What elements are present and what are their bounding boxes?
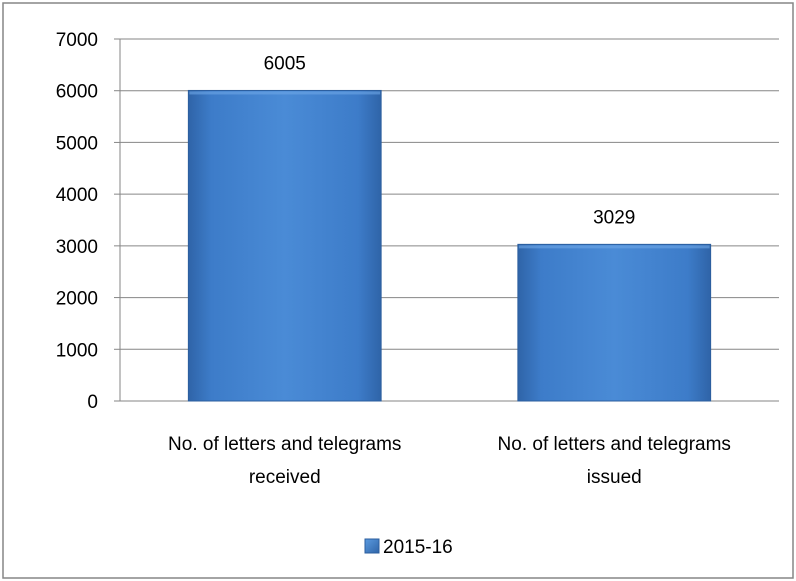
data-labels: 6005 3029 — [264, 53, 636, 228]
y-tick-label: 3000 — [56, 237, 98, 258]
y-tick-label: 5000 — [56, 133, 98, 154]
y-tick-label: 4000 — [56, 185, 98, 206]
bar — [187, 89, 382, 402]
y-axis-ticks: 0 1000 2000 3000 4000 5000 6000 7000 — [56, 30, 120, 413]
bars — [187, 89, 712, 402]
data-label: 3029 — [593, 207, 635, 228]
y-tick-label: 2000 — [56, 289, 98, 310]
bar — [517, 243, 712, 402]
y-tick-label: 7000 — [56, 30, 98, 51]
x-category-label: No. of letters and telegrams — [168, 434, 401, 455]
y-tick-label: 6000 — [56, 82, 98, 103]
x-axis-categories: No. of letters and telegrams received No. … — [168, 434, 731, 488]
x-category-label: received — [249, 467, 321, 488]
y-tick-label: 1000 — [56, 340, 98, 361]
legend-swatch — [364, 538, 380, 554]
bar-top-highlight — [189, 91, 381, 95]
data-label: 6005 — [264, 53, 306, 74]
x-category-label: issued — [587, 467, 642, 488]
bar-top-highlight — [518, 245, 710, 249]
legend: 2015-16 — [364, 537, 453, 558]
x-category-label: No. of letters and telegrams — [498, 434, 731, 455]
y-tick-label: 0 — [87, 392, 98, 413]
legend-label: 2015-16 — [383, 537, 453, 558]
